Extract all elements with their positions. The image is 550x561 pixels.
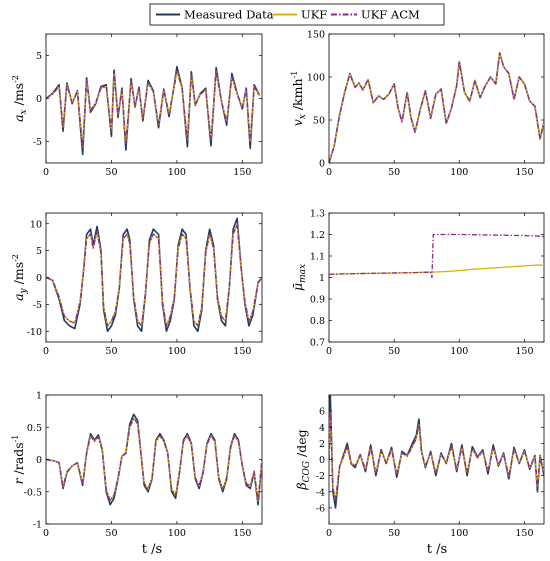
x-tick-label: 50	[105, 346, 117, 357]
x-tick-label: 0	[326, 346, 332, 357]
x-tick-label: 50	[388, 167, 400, 178]
y-tick-label: 0	[319, 455, 325, 466]
y-tick-label: 1	[319, 273, 325, 284]
y-tick-label: -4	[316, 487, 325, 498]
x-tick-label: 100	[168, 346, 186, 357]
y-tick-label: 100	[307, 73, 325, 84]
plot-frame	[328, 394, 545, 525]
y-tick-label: 1.1	[310, 252, 325, 263]
y-axis-label: r /rads-1	[11, 435, 26, 485]
panel-mu: 0 50 100 150 0.7 0.8 0.9 1 1.1 1.2 1.3 μ̄max	[290, 209, 545, 357]
y-axis-label: ax /ms-2	[11, 75, 29, 122]
x-tick-label: 100	[168, 528, 186, 539]
y-tick-label: 5	[36, 51, 42, 62]
y-tick-label: 150	[307, 30, 325, 41]
y-tick-label: 10	[30, 219, 42, 230]
x-tick-label: 150	[233, 528, 251, 539]
x-tick-label: 50	[105, 167, 117, 178]
series-group	[46, 217, 262, 333]
x-tick-label: 100	[168, 167, 186, 178]
x-tick-label: 150	[233, 346, 251, 357]
y-tick-label: -10	[27, 327, 42, 338]
x-tick-label: 50	[388, 346, 400, 357]
y-tick-label: 1	[36, 391, 42, 402]
y-axis-label: vx /kmh-1	[290, 71, 308, 127]
series-group	[329, 52, 544, 163]
y-tick-label: 0.8	[310, 316, 325, 327]
legend-label-measured: Measured Data	[184, 8, 274, 22]
y-tick-label: -1	[33, 520, 42, 531]
y-tick-label: 0	[36, 273, 42, 284]
legend-label-ukf: UKF	[301, 8, 327, 22]
x-tick-label: 150	[515, 346, 533, 357]
panel-r: 0 50 100 150 -1 -0.5 0 0.5 1 r /rads-1	[11, 391, 263, 539]
x-tick-label: 50	[388, 528, 400, 539]
x-tick-label: 0	[43, 346, 49, 357]
series-line-ukf-acm	[46, 70, 260, 148]
y-tick-label: 0.7	[310, 338, 325, 349]
y-tick-label: 0	[36, 94, 42, 105]
x-tick-label: 150	[515, 528, 533, 539]
x-tick-label: 50	[105, 528, 117, 539]
plot-frame	[328, 33, 545, 164]
y-tick-label: 50	[313, 116, 325, 127]
legend: Measured Data UKF UKF ACM	[149, 3, 445, 26]
y-tick-label: 2	[319, 439, 325, 450]
y-tick-label: 0.5	[27, 423, 42, 434]
x-tick-label: 100	[450, 528, 468, 539]
x-tick-label: 0	[43, 528, 49, 539]
x-tick-label: 100	[450, 346, 468, 357]
y-axis-label: ay /ms-2	[11, 254, 29, 301]
y-axis-label: βCOG /deg	[294, 429, 312, 490]
y-tick-label: 5	[36, 246, 42, 257]
series-line-ukf-acm	[329, 52, 544, 163]
x-tick-label: 0	[326, 528, 332, 539]
y-tick-label: -5	[33, 137, 42, 148]
y-tick-label: -0.5	[24, 487, 42, 498]
series-line-ukf-acm	[329, 410, 544, 501]
y-tick-label: -5	[33, 300, 42, 311]
y-tick-label: 0.9	[310, 295, 325, 306]
series-group	[329, 395, 544, 509]
x-axis-label-left: t /s	[142, 542, 162, 557]
panel-vx: 0 50 100 150 0 50 100 150 vx /kmh-1	[290, 30, 545, 178]
series-line-ukf-acm	[329, 233, 544, 279]
x-axis-label-right: t /s	[427, 542, 447, 557]
series-group	[46, 413, 262, 506]
x-tick-label: 0	[326, 167, 332, 178]
x-tick-label: 0	[43, 167, 49, 178]
series-line-ukf-acm	[46, 417, 262, 502]
y-tick-label: 1.3	[310, 209, 325, 220]
y-tick-label: 0	[36, 455, 42, 466]
y-tick-label: 1.2	[310, 230, 325, 241]
y-tick-label: 6	[319, 407, 325, 418]
y-tick-label: -6	[316, 503, 325, 514]
x-tick-label: 100	[450, 167, 468, 178]
panel-ay: 0 50 100 150 -10 -5 0 5 10 ay /ms-2	[11, 212, 263, 357]
plot-frame	[328, 212, 545, 343]
x-tick-label: 150	[515, 167, 533, 178]
series-group	[46, 65, 261, 156]
series-group	[329, 233, 544, 279]
x-tick-label: 150	[233, 167, 251, 178]
series-line-ukf-acm	[46, 223, 262, 327]
y-tick-label: 4	[319, 423, 325, 434]
panel-beta: 0 50 100 150 -6 -4 -2 0 2 4 6 βCOG /deg	[294, 394, 545, 539]
y-tick-label: -2	[316, 471, 325, 482]
y-tick-label: 0	[319, 159, 325, 170]
legend-label-ukf-acm: UKF ACM	[361, 8, 420, 22]
y-axis-label: μ̄max	[290, 264, 308, 291]
panel-ax: 0 50 100 150 -5 0 5 ax /ms-2	[11, 33, 263, 178]
